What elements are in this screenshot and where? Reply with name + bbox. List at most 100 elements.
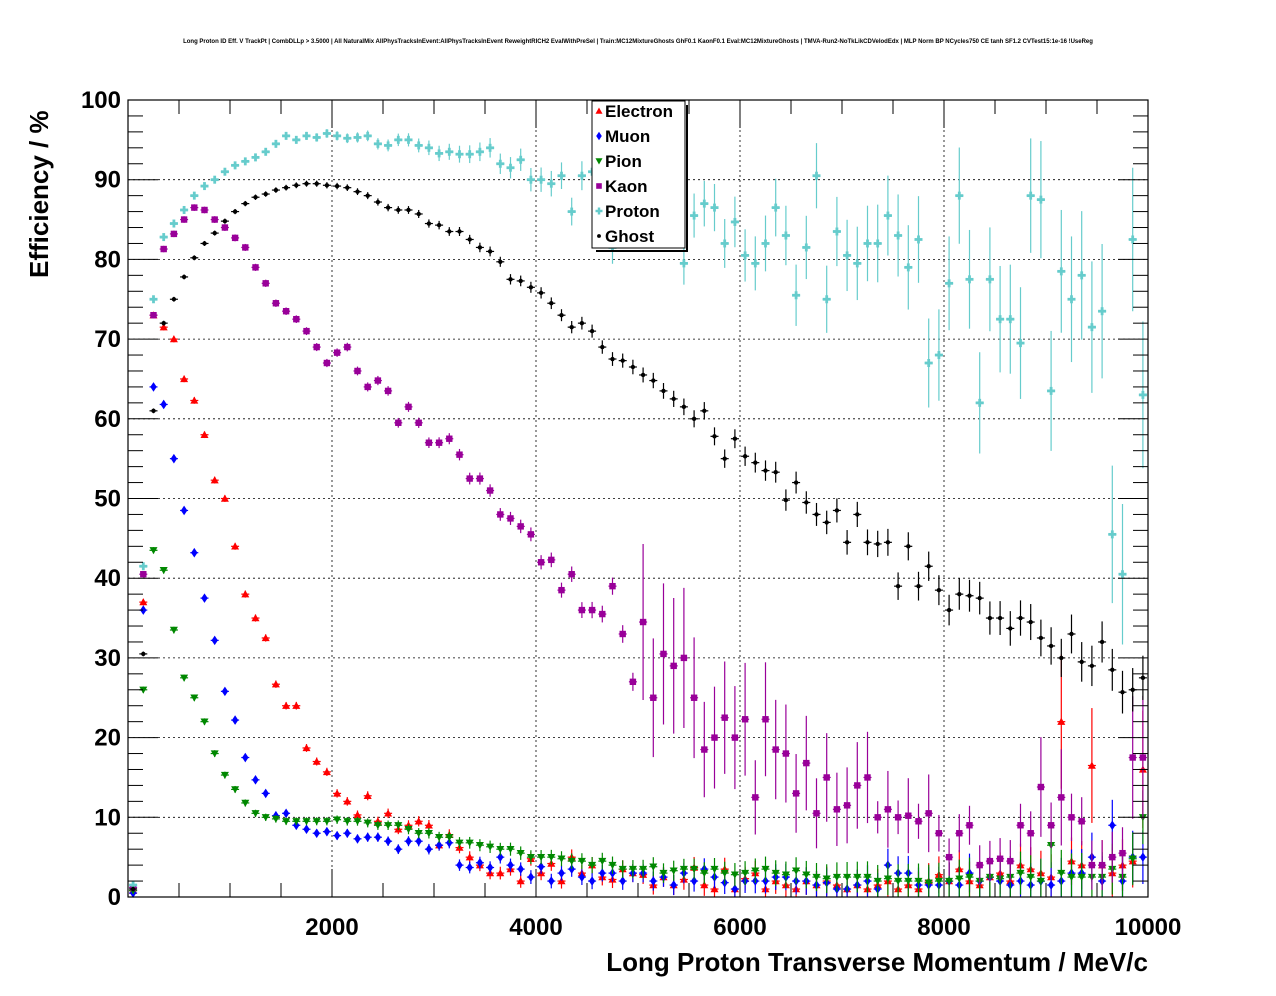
kaon-point xyxy=(476,475,484,482)
kaon-point xyxy=(864,774,871,781)
legend-shadow-bottom xyxy=(596,250,688,252)
muon-point xyxy=(466,862,473,873)
proton-point-v xyxy=(947,279,951,288)
electron-point xyxy=(465,853,474,861)
ghost-point xyxy=(997,615,1003,621)
pion-point xyxy=(812,873,821,882)
kaon-point xyxy=(813,810,820,817)
muon-point xyxy=(354,834,361,844)
proton-point-v xyxy=(447,147,451,156)
pion-point xyxy=(271,815,280,823)
pion-point xyxy=(190,694,199,702)
pion-point xyxy=(516,849,525,858)
muon-point xyxy=(527,872,535,882)
proton-point-v xyxy=(1059,267,1063,276)
kaon-point xyxy=(272,300,280,307)
muon-point xyxy=(313,828,320,839)
proton-point-v xyxy=(937,351,941,360)
kaon-point xyxy=(619,630,626,638)
electron-point xyxy=(139,598,148,606)
ghost-point xyxy=(498,259,503,264)
ghost-point xyxy=(345,185,350,190)
pion-point xyxy=(598,857,607,866)
pion-point xyxy=(700,869,709,878)
ghost-point xyxy=(426,221,432,226)
ghost-point xyxy=(987,615,993,621)
kaon-point xyxy=(843,802,851,809)
electron-point xyxy=(241,590,250,598)
legend-label-muon: Muon xyxy=(605,127,650,146)
ghost-point xyxy=(212,230,217,236)
pion-point xyxy=(363,819,372,827)
ghost-point xyxy=(406,207,411,213)
ghost-point xyxy=(1028,619,1033,625)
pion-point xyxy=(455,839,464,847)
kaon-point xyxy=(915,818,922,825)
muon-point xyxy=(140,605,147,615)
ghost-point xyxy=(1140,675,1146,681)
muon-point xyxy=(180,505,188,516)
pion-point xyxy=(934,877,943,886)
legend: Electron Muon Pion Kaon Proton Ghost xyxy=(591,100,688,252)
muon-point xyxy=(619,876,626,886)
proton-point-v xyxy=(774,203,778,212)
ghost-point xyxy=(253,195,258,200)
kaon-point xyxy=(803,759,810,767)
y-tick-label: 40 xyxy=(94,565,121,592)
ghost-point xyxy=(834,508,840,513)
pion-point xyxy=(720,869,729,878)
ghost-point xyxy=(773,469,778,475)
pion-point xyxy=(1026,873,1035,882)
data-points xyxy=(129,129,1147,898)
pion-point xyxy=(588,861,597,870)
x-tick-label: 8000 xyxy=(917,914,970,941)
proton-point-v xyxy=(396,135,400,144)
kaon-point xyxy=(364,383,371,391)
muon-point xyxy=(476,857,484,868)
ghost-point xyxy=(192,255,197,261)
proton-point-v xyxy=(804,243,808,252)
pion-point xyxy=(883,875,892,883)
ghost-point xyxy=(416,211,421,217)
pion-series xyxy=(129,547,1147,897)
grid xyxy=(128,100,1148,897)
electron-point xyxy=(363,791,372,799)
pion-point xyxy=(445,834,454,842)
muon-point xyxy=(262,788,269,799)
pion-point xyxy=(475,841,484,850)
electron-point xyxy=(210,476,219,484)
proton-point-v xyxy=(488,143,492,152)
proton-point-v xyxy=(284,131,288,140)
electron-point xyxy=(312,757,321,765)
pion-point xyxy=(312,818,321,826)
kaon-point xyxy=(527,531,535,538)
kaon-point xyxy=(313,343,320,351)
pion-point xyxy=(414,830,423,838)
proton-point-v xyxy=(784,231,788,240)
ghost-point xyxy=(661,388,666,394)
pion-point xyxy=(781,871,790,879)
ghost-point xyxy=(1110,667,1115,673)
kaon-point xyxy=(741,716,749,723)
proton-point-v xyxy=(835,227,839,236)
y-tick-label: 30 xyxy=(94,645,121,672)
proton-point-v xyxy=(917,235,920,244)
kaon-point xyxy=(140,571,147,578)
pion-point xyxy=(792,867,801,875)
ghost-point xyxy=(222,218,228,224)
kaon-point xyxy=(690,694,698,701)
pion-point xyxy=(822,875,831,883)
pion-point xyxy=(139,686,148,694)
proton-point-v xyxy=(743,251,747,260)
kaon-point xyxy=(1068,814,1075,821)
kaon-point xyxy=(456,451,463,458)
electron-point xyxy=(700,881,709,889)
x-axis-title: Long Proton Transverse Momentum / MeV/c xyxy=(606,947,1148,977)
kaon-point xyxy=(874,814,881,821)
muon-point xyxy=(221,686,229,697)
legend-marker-proton-v xyxy=(597,207,601,215)
ghost-point xyxy=(691,416,697,421)
kaon-point xyxy=(894,814,902,821)
pion-point xyxy=(282,818,291,826)
ghost-point xyxy=(967,593,972,598)
